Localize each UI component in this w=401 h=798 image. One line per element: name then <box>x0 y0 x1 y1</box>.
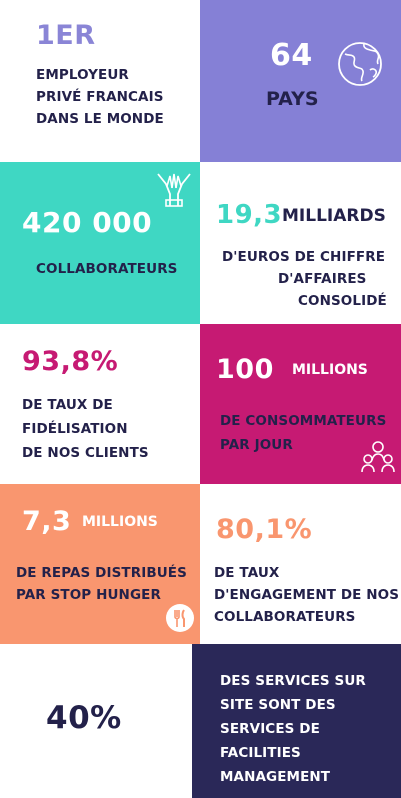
stat-facilities-line3: SERVICES DE <box>220 721 320 737</box>
stat-revenue-line2: D'AFFAIRES <box>278 271 367 287</box>
stat-facilities-number: 40% <box>46 700 122 736</box>
stat-block-employees: 420 000 COLLABORATEURS <box>0 162 200 324</box>
stat-facilities-line4: FACILITIES <box>220 745 301 761</box>
stat-engagement-line3: COLLABORATEURS <box>214 609 356 625</box>
stat-block-engagement: 80,1% DE TAUX D'ENGAGEMENT DE NOS COLLAB… <box>200 484 401 644</box>
stat-consumers-line1: DE CONSOMMATEURS <box>220 413 387 429</box>
stat-employer-line3: DANS LE MONDE <box>36 111 164 127</box>
stat-block-employer: 1ER EMPLOYEUR PRIVÉ FRANCAIS DANS LE MON… <box>0 0 200 162</box>
stat-countries-label: PAYS <box>266 88 319 110</box>
stat-block-retention: 93,8% DE TAUX DE FIDÉLISATION DE NOS CLI… <box>0 324 200 484</box>
stat-employer-rank: 1ER <box>36 20 96 51</box>
stat-revenue-unit: MILLIARDS <box>282 206 386 226</box>
stat-facilities-line1: DES SERVICES SUR <box>220 673 366 689</box>
stat-employer-line2: PRIVÉ FRANCAIS <box>36 89 164 105</box>
stat-consumers-unit: MILLIONS <box>292 362 368 378</box>
stat-facilities-line5: MANAGEMENT <box>220 769 331 785</box>
stat-meals-line2: PAR STOP HUNGER <box>16 587 161 603</box>
stat-facilities-line2: SITE SONT DES <box>220 697 336 713</box>
stat-engagement-line2: D'ENGAGEMENT DE NOS <box>214 587 400 603</box>
people-group-icon <box>361 441 395 473</box>
stat-engagement-line1: DE TAUX <box>214 565 280 581</box>
stat-retention-line2: FIDÉLISATION <box>22 421 128 437</box>
stat-countries-number: 64 <box>270 38 313 73</box>
fork-knife-icon <box>166 604 194 632</box>
stat-engagement-number: 80,1% <box>216 514 313 545</box>
stat-block-facilities-percent: 40% <box>0 644 192 798</box>
stat-employees-number: 420 000 <box>22 206 153 239</box>
stat-retention-line1: DE TAUX DE <box>22 397 113 413</box>
stat-block-countries: 64 PAYS <box>200 0 401 162</box>
hands-together-icon <box>157 173 191 207</box>
stat-consumers-number: 100 <box>216 354 274 385</box>
stat-meals-number: 7,3 <box>22 506 72 537</box>
stat-block-revenue: 19,3 MILLIARDS D'EUROS DE CHIFFRE D'AFFA… <box>200 162 401 324</box>
stat-consumers-line2: PAR JOUR <box>220 437 293 453</box>
globe-icon <box>338 42 382 86</box>
stat-revenue-line3: CONSOLIDÉ <box>298 293 387 309</box>
stat-block-facilities-text: DES SERVICES SUR SITE SONT DES SERVICES … <box>192 644 401 798</box>
stat-retention-number: 93,8% <box>22 346 119 377</box>
stat-employer-line1: EMPLOYEUR <box>36 67 129 83</box>
stat-meals-unit: MILLIONS <box>82 514 158 530</box>
stat-meals-line1: DE REPAS DISTRIBUÉS <box>16 565 187 581</box>
stat-block-consumers: 100 MILLIONS DE CONSOMMATEURS PAR JOUR <box>200 324 401 484</box>
stat-employees-label: COLLABORATEURS <box>36 261 178 277</box>
stat-retention-line3: DE NOS CLIENTS <box>22 445 149 461</box>
stat-block-meals: 7,3 MILLIONS DE REPAS DISTRIBUÉS PAR STO… <box>0 484 200 644</box>
stat-revenue-number: 19,3 <box>216 200 283 230</box>
stat-revenue-line1: D'EUROS DE CHIFFRE <box>222 249 386 265</box>
